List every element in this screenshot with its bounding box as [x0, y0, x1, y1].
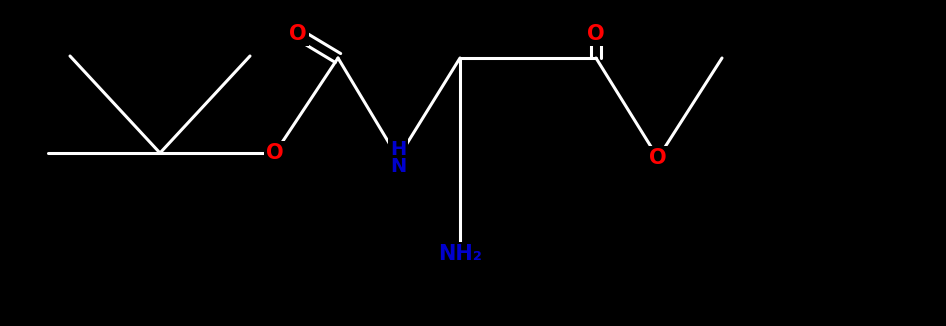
Text: O: O	[266, 143, 284, 163]
Text: H
N: H N	[390, 140, 406, 176]
Text: NH₂: NH₂	[438, 244, 482, 264]
Text: O: O	[587, 24, 604, 44]
Text: O: O	[289, 24, 307, 44]
Text: O: O	[649, 148, 667, 168]
